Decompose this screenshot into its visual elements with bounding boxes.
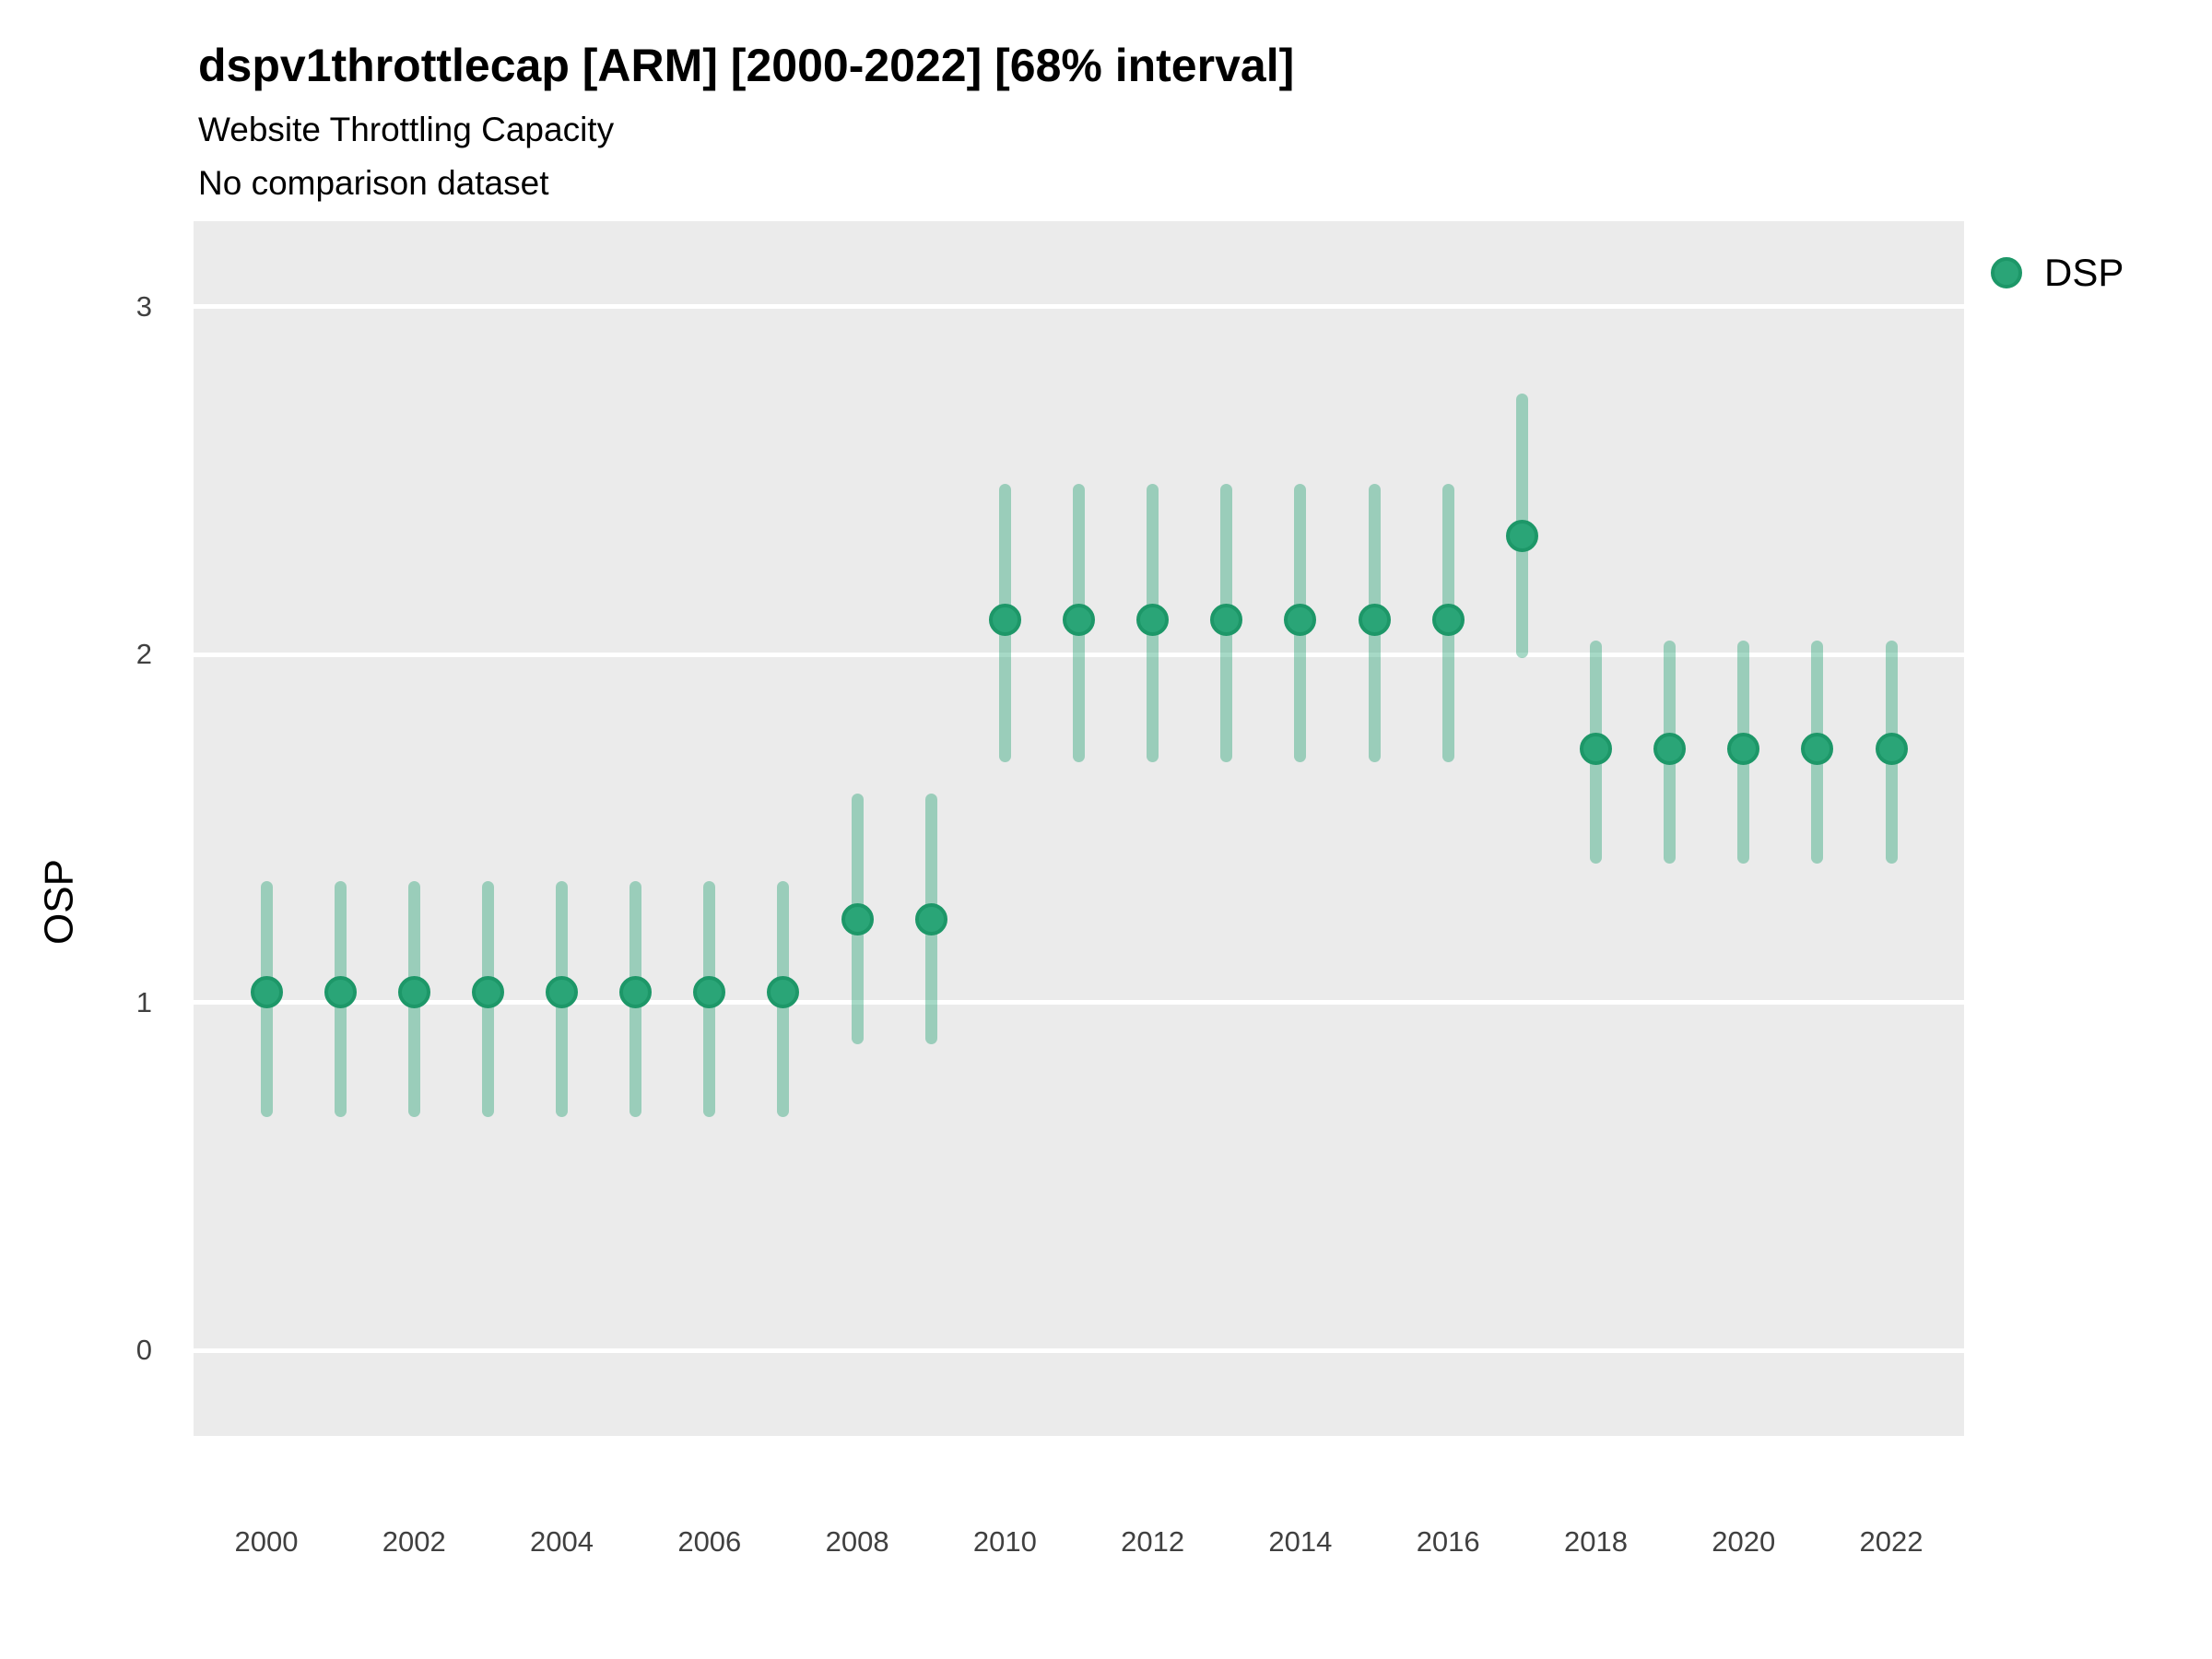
x-tick-label: 2018 [1563,1525,1628,1558]
x-tick-label: 2000 [234,1525,299,1558]
data-point-2008 [841,902,874,935]
data-point-2002 [397,975,430,1008]
x-tick-label: 2008 [825,1525,889,1558]
data-point-2006 [693,975,726,1008]
data-point-2018 [1579,732,1612,765]
plot-panel [194,221,1964,1436]
data-point-2001 [324,975,357,1008]
x-tick-label: 2022 [1859,1525,1924,1558]
chart-title: dspv1throttlecap [ARM] [2000-2022] [68% … [198,40,1295,91]
data-point-2012 [1136,603,1170,636]
data-point-2011 [1063,603,1095,636]
gridline-y-1 [194,1000,1964,1006]
data-point-2000 [250,975,283,1008]
legend-label: DSP [2044,251,2124,294]
data-point-2015 [1358,603,1391,636]
data-point-2019 [1653,732,1687,765]
legend-point-icon [1991,257,2022,288]
data-point-2004 [546,975,579,1008]
data-point-2010 [988,603,1021,636]
data-point-2009 [914,902,947,935]
data-point-2014 [1284,603,1317,636]
y-tick-label: 1 [135,985,152,1018]
legend: DSP [1991,251,2124,295]
data-point-2021 [1801,732,1834,765]
x-tick-label: 2010 [972,1525,1037,1558]
data-point-2016 [1431,603,1465,636]
x-tick-label: 2014 [1268,1525,1333,1558]
gridline-y-2 [194,652,1964,657]
data-point-2013 [1210,603,1243,636]
data-point-2003 [471,975,504,1008]
gridline-y-0 [194,1347,1964,1353]
data-point-2005 [619,975,653,1008]
y-tick-label: 2 [135,638,152,671]
x-tick-label: 2006 [677,1525,742,1558]
y-tick-label: 0 [135,1334,152,1367]
x-tick-label: 2012 [1121,1525,1185,1558]
gridline-y-3 [194,304,1964,310]
data-point-2017 [1505,520,1538,553]
chart-note: No comparison dataset [198,164,549,202]
data-point-2022 [1875,732,1908,765]
x-tick-label: 2002 [382,1525,446,1558]
x-tick-label: 2020 [1712,1525,1776,1558]
chart-subtitle: Website Throttling Capacity [198,111,615,148]
y-axis-title: OSP [36,859,82,945]
data-point-2020 [1727,732,1760,765]
y-tick-label: 3 [135,289,152,323]
data-point-2007 [767,975,800,1008]
x-tick-label: 2016 [1416,1525,1480,1558]
x-tick-label: 2004 [530,1525,594,1558]
